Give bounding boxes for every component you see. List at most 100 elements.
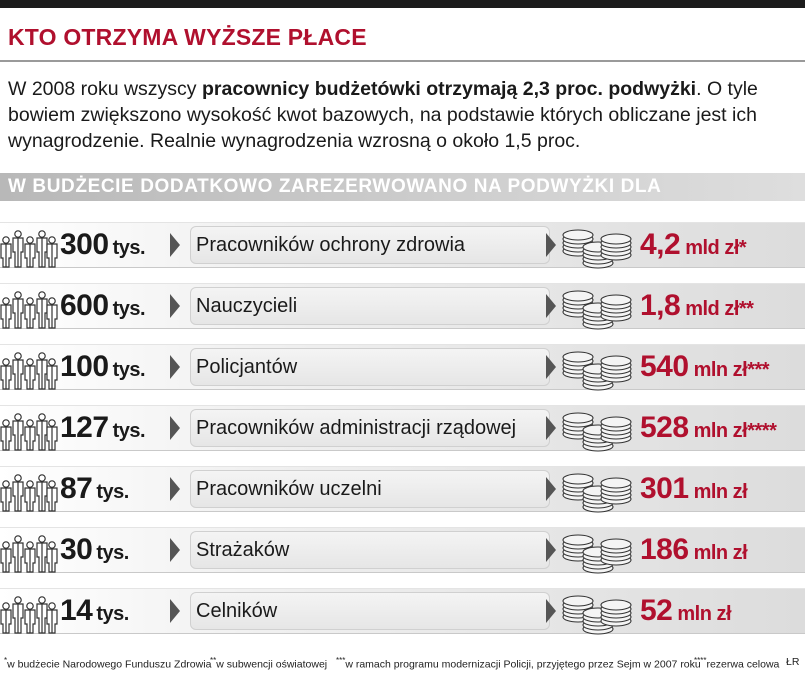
people-group-icon <box>0 406 60 452</box>
triangle-arrow-icon <box>170 477 180 501</box>
count-value: 30 <box>60 533 93 566</box>
header: KTO OTRZYMA WYŻSZE PŁACE <box>0 12 805 62</box>
amount-footnote-mark: ** <box>738 298 754 320</box>
amount-value: 540 mln zł*** <box>640 350 770 384</box>
amount-footnote-mark: *** <box>747 359 770 381</box>
triangle-arrow-icon <box>170 538 180 562</box>
table-row: 30 tys. Strażaków 186 mln zł <box>0 525 805 579</box>
group-label: Pracowników ochrony zdrowia <box>196 234 466 256</box>
group-label: Celników <box>196 600 278 622</box>
group-label: Policjantów <box>196 356 298 378</box>
intro-part1: W 2008 roku wszyscy <box>8 78 202 100</box>
employee-count: 30 tys. <box>60 533 129 567</box>
amount-number: 301 <box>640 472 689 505</box>
amount-value: 4,2 mld zł* <box>640 228 747 262</box>
amount-unit: mld zł <box>685 237 739 259</box>
coin-stack-icon <box>560 223 634 269</box>
amount-unit: mln zł <box>693 542 748 564</box>
amount-value: 301 mln zł <box>640 472 748 506</box>
triangle-arrow-icon <box>546 355 556 379</box>
employee-count: 600 tys. <box>60 289 146 323</box>
group-label: Nauczycieli <box>196 295 298 317</box>
amount-number: 540 <box>640 350 689 383</box>
coin-stack-icon <box>560 528 634 574</box>
triangle-arrow-icon <box>546 233 556 257</box>
table-row: 300 tys. Pracowników ochrony zdrowia 4,2 mld… <box>0 220 805 274</box>
amount-number: 528 <box>640 411 689 444</box>
coin-stack-icon <box>560 284 634 330</box>
group-label: Strażaków <box>196 539 290 561</box>
amount-unit: mln zł <box>677 603 732 625</box>
top-bar <box>0 0 805 8</box>
page-title: KTO OTRZYMA WYŻSZE PŁACE <box>8 24 367 50</box>
coin-stack-icon <box>560 467 634 513</box>
people-group-icon <box>0 528 60 574</box>
people-group-icon <box>0 223 60 269</box>
count-unit: tys. <box>96 542 129 564</box>
triangle-arrow-icon <box>546 294 556 318</box>
footnotes: *w budżecie Narodowego Funduszu Zdrowia … <box>0 654 805 672</box>
triangle-arrow-icon <box>170 294 180 318</box>
count-unit: tys. <box>96 603 129 625</box>
amount-value: 52 mln zł <box>640 594 732 628</box>
group-label: Pracowników uczelni <box>196 478 382 500</box>
people-group-icon <box>0 284 60 330</box>
people-group-icon <box>0 345 60 391</box>
amount-number: 52 <box>640 594 673 627</box>
people-group-icon <box>0 589 60 635</box>
group-label: Pracowników administracji rządowej <box>196 417 517 439</box>
label-pill <box>190 409 550 447</box>
intro-bold: pracownicy budżetówki otrzymają 2,3 proc… <box>201 78 697 100</box>
section-title: W BUDŻECIE DODATKOWO ZAREZERWOWANO NA PO… <box>8 176 662 197</box>
amount-unit: mln zł <box>693 481 748 503</box>
count-value: 127 <box>60 411 109 444</box>
amount-number: 4,2 <box>640 228 681 261</box>
footnote-4: ****rezerwa celowa <box>694 656 780 671</box>
amount-value: 1,8 mld zł** <box>640 289 754 323</box>
amount-value: 186 mln zł <box>640 533 748 567</box>
employee-count: 300 tys. <box>60 228 146 262</box>
triangle-arrow-icon <box>546 599 556 623</box>
amount-value: 528 mln zł**** <box>640 411 777 445</box>
triangle-arrow-icon <box>170 416 180 440</box>
triangle-arrow-icon <box>546 416 556 440</box>
count-value: 87 <box>60 472 93 505</box>
label-pill <box>190 531 550 569</box>
count-value: 100 <box>60 350 109 383</box>
employee-count: 127 tys. <box>60 411 146 445</box>
amount-unit: mln zł <box>693 359 748 381</box>
count-value: 14 <box>60 594 93 627</box>
label-pill <box>190 348 550 386</box>
intro-text: W 2008 roku wszyscy pracownicy budżetówk… <box>8 76 798 154</box>
amount-number: 186 <box>640 533 689 566</box>
label-pill <box>190 470 550 508</box>
signature: ŁR <box>786 656 800 668</box>
amount-footnote-mark: * <box>738 237 747 259</box>
amount-unit: mld zł <box>685 298 739 320</box>
employee-count: 14 tys. <box>60 594 129 628</box>
employee-count: 100 tys. <box>60 350 146 384</box>
amount-footnote-mark: **** <box>747 420 777 442</box>
coin-stack-icon <box>560 589 634 635</box>
footnote-3: ***w ramach programu modernizacji Policj… <box>336 656 701 671</box>
coin-stack-icon <box>560 406 634 452</box>
amount-unit: mln zł <box>693 420 748 442</box>
label-pill <box>190 226 550 264</box>
triangle-arrow-icon <box>170 355 180 379</box>
count-unit: tys. <box>112 359 146 381</box>
count-unit: tys. <box>96 481 129 503</box>
count-unit: tys. <box>112 237 146 259</box>
count-unit: tys. <box>112 298 146 320</box>
label-pill <box>190 287 550 325</box>
triangle-arrow-icon <box>170 233 180 257</box>
footnote-2: **w subwencji oświatowej <box>210 656 328 671</box>
triangle-arrow-icon <box>546 477 556 501</box>
section-header: W BUDŻECIE DODATKOWO ZAREZERWOWANO NA PO… <box>0 173 805 201</box>
triangle-arrow-icon <box>170 599 180 623</box>
table-row: 87 tys. Pracowników uczelni 301 mln zł <box>0 464 805 518</box>
count-value: 300 <box>60 228 109 261</box>
footnote-1: *w budżecie Narodowego Funduszu Zdrowia <box>4 656 212 671</box>
employee-count: 87 tys. <box>60 472 129 506</box>
table-row: 14 tys. Celników 52 mln zł <box>0 586 805 640</box>
count-value: 600 <box>60 289 109 322</box>
